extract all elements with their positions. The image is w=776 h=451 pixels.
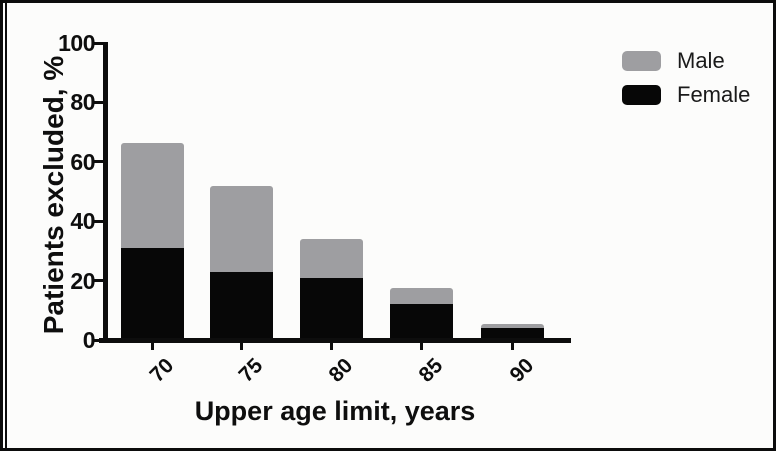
x-tick-70 — [150, 343, 154, 350]
y-tick-label-0: 0 — [82, 327, 96, 353]
bar-segment-female-80 — [299, 277, 363, 340]
bar-85 — [389, 288, 453, 340]
bar-70 — [120, 142, 184, 341]
x-tick-80 — [329, 343, 333, 350]
y-tick-100 — [94, 41, 104, 45]
y-tick-label-20: 20 — [70, 267, 95, 294]
bar-segment-male-75 — [209, 185, 273, 272]
y-tick-label-40: 40 — [70, 208, 95, 235]
bar-segment-female-75 — [209, 271, 273, 340]
bar-segment-female-85 — [389, 304, 453, 340]
legend-item-female: Female — [622, 82, 751, 107]
legend-swatch-female — [622, 85, 661, 105]
x-axis-line — [99, 338, 571, 343]
x-tick-90 — [510, 343, 514, 350]
y-tick-40 — [94, 219, 104, 223]
legend-label-male: Male — [677, 48, 725, 73]
bar-segment-male-70 — [120, 142, 184, 248]
legend-label-female: Female — [677, 82, 751, 107]
x-axis-title: Upper age limit, years — [194, 396, 476, 426]
plot-area — [105, 43, 565, 340]
y-tick-80 — [94, 100, 104, 104]
bar-90 — [480, 323, 544, 340]
y-axis-title: Patients excluded, % — [38, 55, 69, 335]
bar-segment-male-85 — [389, 288, 453, 305]
bar-segment-female-90 — [480, 328, 544, 340]
frame-inner-line — [5, 3, 7, 448]
y-tick-20 — [94, 279, 104, 283]
y-tick-label-100: 100 — [58, 30, 95, 56]
bar-segment-male-80 — [299, 239, 363, 278]
bar-80 — [299, 239, 363, 340]
bar-segment-female-70 — [120, 247, 184, 340]
legend: Male Female — [622, 48, 751, 119]
bar-75 — [209, 185, 273, 340]
y-axis-line — [103, 42, 108, 343]
x-tick-85 — [419, 343, 423, 350]
bar-segment-male-90 — [480, 323, 544, 329]
y-tick-label-80: 80 — [70, 89, 95, 116]
x-tick-75 — [239, 343, 243, 350]
legend-item-male: Male — [622, 48, 750, 73]
y-tick-label-60: 60 — [70, 148, 95, 175]
y-tick-60 — [94, 160, 104, 164]
y-tick-0 — [94, 338, 104, 342]
legend-swatch-male — [622, 51, 661, 71]
